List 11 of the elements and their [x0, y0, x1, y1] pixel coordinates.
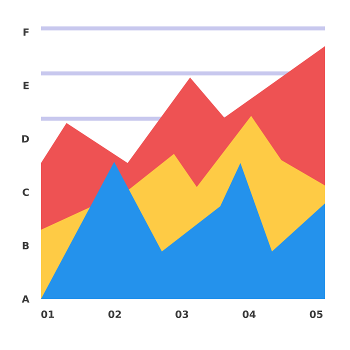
text: C	[22, 188, 29, 196]
x-tick-label: 03	[176, 310, 188, 318]
text: D	[22, 135, 29, 143]
text: E	[24, 82, 29, 90]
x-tick-label: 04	[242, 310, 256, 318]
x-tick-label: 01	[41, 310, 54, 318]
text: A	[22, 295, 30, 303]
text: B	[22, 242, 29, 250]
x-tick-label: 05	[310, 310, 323, 318]
text: F	[24, 28, 29, 36]
x-tick-label: 02	[108, 310, 121, 318]
